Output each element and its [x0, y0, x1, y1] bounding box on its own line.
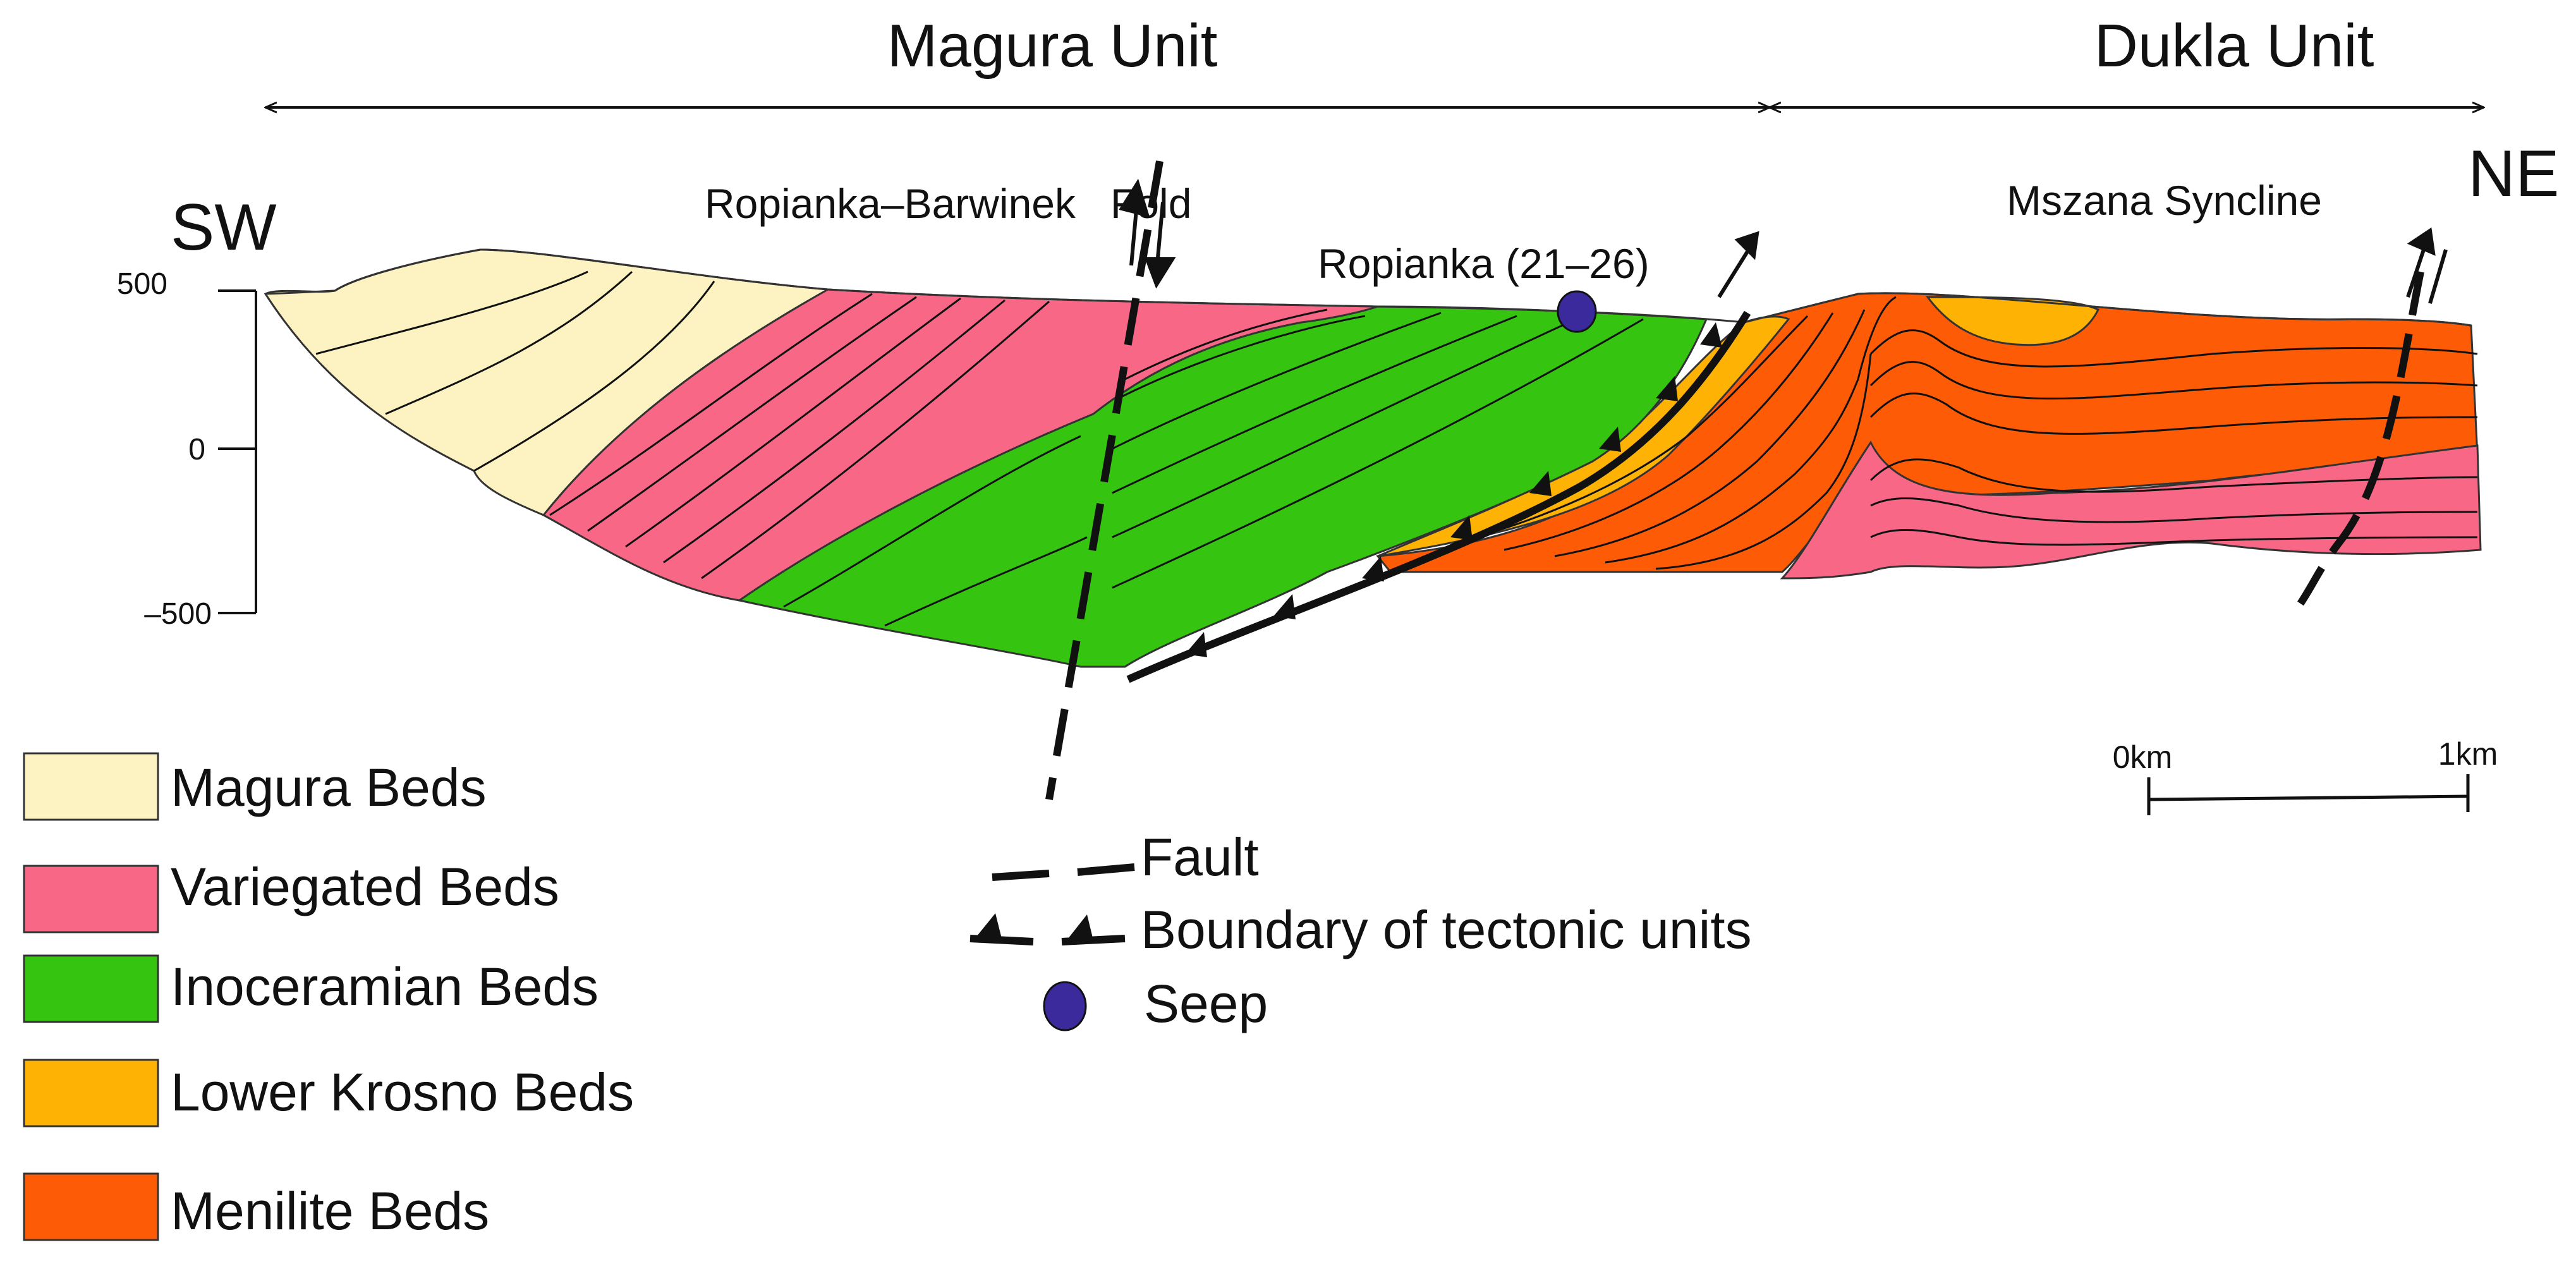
sw-direction-label: SW: [171, 191, 277, 264]
lower-krosno-beds-syncline-area: [1925, 296, 2100, 346]
legend-swatch-menilite: [23, 1172, 159, 1241]
fault-symbol: [992, 870, 1050, 881]
magura-unit-label: Magura Unit: [887, 12, 1218, 80]
fault-motion-arrows-ne: [2406, 227, 2448, 304]
thrust-teeth: [1185, 322, 1722, 657]
dukla-unit-label: Dukla Unit: [2094, 12, 2374, 80]
fault-line-ne: [2297, 270, 2424, 606]
scale-bar: [2147, 774, 2470, 815]
legend-label-magura: Magura Beds: [171, 758, 487, 817]
scale-bar-end-label: 1km: [2438, 736, 2498, 772]
legend-label-inoceramian: Inoceramian Beds: [171, 957, 598, 1016]
symbols-legend: Fault Boundary of tectonic units Seep: [969, 827, 1752, 1033]
axis-tick-label-500: 500: [117, 267, 167, 301]
seep-site-label: Ropianka (21–26): [1318, 240, 1649, 287]
legend-swatch-inoceramian: [23, 954, 159, 1023]
fault-motion-arrows-magura: [1119, 178, 1176, 289]
fault-legend-label: Fault: [1141, 827, 1259, 887]
scale-bar-start-label: 0km: [2113, 739, 2172, 775]
seep-legend-label: Seep: [1144, 974, 1268, 1033]
boundary-symbol: [969, 913, 1126, 945]
thrust-motion-arrow: [1717, 231, 1759, 298]
axis-tick-label-minus500: –500: [144, 597, 212, 631]
fold-label: Ropianka–Barwinek Fold: [705, 180, 1191, 227]
seep-legend-symbol: [1043, 981, 1087, 1031]
beds-legend: Magura Beds Variegated Beds Inoceramian …: [23, 752, 634, 1241]
syncline-label: Mszana Syncline: [2007, 177, 2322, 224]
legend-label-variegated: Variegated Beds: [171, 857, 559, 916]
seep-marker: [1557, 290, 1597, 333]
topography-line: [265, 248, 2472, 327]
axis-tick-label-0: 0: [188, 433, 205, 466]
legend-swatch-variegated: [23, 865, 159, 933]
cross-section: [264, 248, 2482, 668]
legend-label-lower-krosno: Lower Krosno Beds: [171, 1062, 634, 1122]
boundary-legend-label: Boundary of tectonic units: [1141, 900, 1752, 959]
tectonic-boundary-line: [1126, 310, 1751, 683]
elevation-axis: [218, 289, 257, 614]
fault-line-magura: [1045, 160, 1163, 801]
variegated-beds-dukla-area: [1780, 441, 2482, 580]
legend-swatch-lower-krosno: [23, 1059, 159, 1127]
legend-label-menilite: Menilite Beds: [171, 1181, 489, 1241]
ne-direction-label: NE: [2468, 137, 2559, 210]
legend-swatch-magura: [23, 752, 159, 821]
